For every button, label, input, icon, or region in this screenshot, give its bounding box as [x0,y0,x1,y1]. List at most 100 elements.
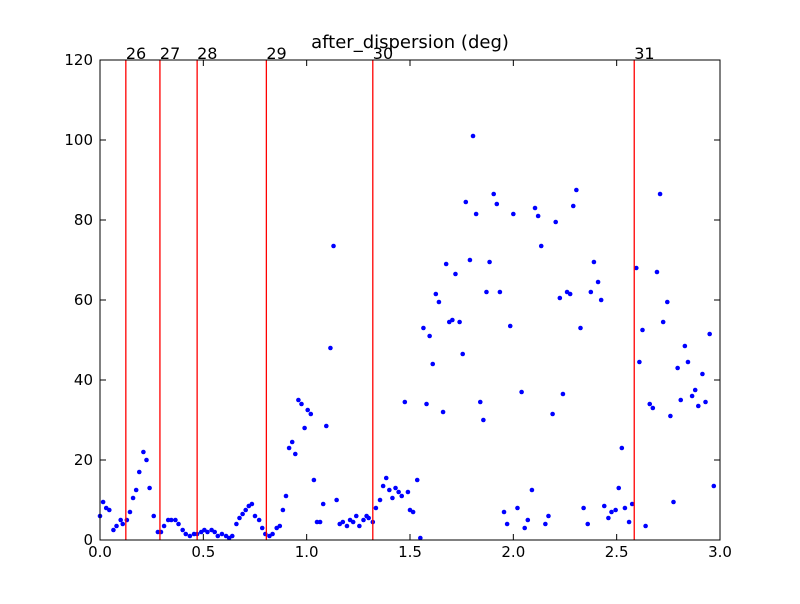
data-point [243,507,248,513]
x-tick-label: 2.5 [605,543,629,561]
data-point [640,327,645,333]
y-tick-label: 40 [74,371,93,389]
data-point [324,423,329,429]
data-point [421,325,426,331]
x-tick-label: 1.0 [295,543,319,561]
data-point [671,499,676,505]
data-point [606,515,611,521]
data-point [643,523,648,529]
data-point [366,515,371,521]
data-point [147,485,152,491]
data-point [383,475,389,481]
data-point [377,497,383,503]
data-point [581,505,586,511]
y-tick-label: 0 [83,531,93,549]
data-point [424,401,429,407]
data-point [622,505,628,511]
data-point [543,521,548,527]
data-point [443,261,449,267]
data-point [237,515,242,521]
data-point [707,331,712,337]
data-point [504,521,510,527]
data-point [647,401,653,407]
data-point [578,325,583,331]
data-point [393,485,398,491]
data-point [532,205,538,211]
data-point [144,457,149,463]
data-point [665,299,670,305]
data-point [507,323,513,329]
y-tick-label: 80 [74,211,93,229]
data-point [286,445,292,451]
data-point [473,211,479,217]
data-point [180,527,185,533]
data-point [141,449,146,455]
data-point [259,525,265,531]
data-point [317,519,323,525]
data-point [176,521,181,527]
data-point [553,219,558,225]
data-point [136,469,142,475]
data-point [161,523,167,529]
data-point [481,417,486,423]
data-point [357,523,362,529]
y-tick-label: 120 [64,51,93,69]
data-point [588,289,594,295]
markers-layer: 26 27 28 29 30 31 [125,44,655,540]
data-point [487,259,492,265]
data-point [501,509,507,515]
data-point [114,523,119,529]
data-point [522,525,527,531]
data-point [252,513,258,519]
x-tick-label: 0.5 [191,543,215,561]
data-point [678,397,684,403]
data-point [450,317,455,323]
data-point [463,199,469,205]
chart-title: after_dispersion (deg) [311,32,509,53]
marker-label: 27 [160,44,180,63]
data-point [660,319,666,325]
data-point [494,201,500,207]
data-point [657,191,663,197]
data-point [433,291,439,297]
data-point [519,389,524,395]
data-point [320,501,326,507]
data-point [270,531,275,537]
data-point [591,259,597,265]
data-point [410,509,416,515]
data-point [570,203,576,209]
data-point [215,533,221,539]
data-point [205,529,210,535]
data-point [675,365,680,371]
data-point [550,411,555,417]
data-point [130,495,136,501]
data-point [334,497,339,503]
data-point [491,191,497,197]
data-point [173,517,178,523]
data-point [344,523,350,529]
data-point [546,513,551,519]
data-point [350,519,356,525]
data-point [629,501,635,507]
data-point [484,289,489,295]
data-point [692,387,698,393]
data-point [234,521,239,527]
data-point [402,399,408,405]
data-point [283,493,289,499]
data-point [567,291,573,297]
marker-label: 28 [197,44,217,63]
y-tick-label: 60 [74,291,93,309]
data-point [380,483,386,489]
data-point [427,333,432,339]
axes-layer: 0.0 0.5 1.0 1.5 2.0 2.5 3.0 0 20 40 60 80 100 120 [64,51,732,561]
data-point [529,487,535,493]
data-point [453,271,458,277]
data-point [311,477,317,483]
data-point [396,489,401,495]
data-point [650,405,656,411]
data-point [682,343,688,349]
data-point [497,289,503,295]
data-point [654,269,660,275]
data-point [525,517,531,523]
data-point [467,257,473,263]
